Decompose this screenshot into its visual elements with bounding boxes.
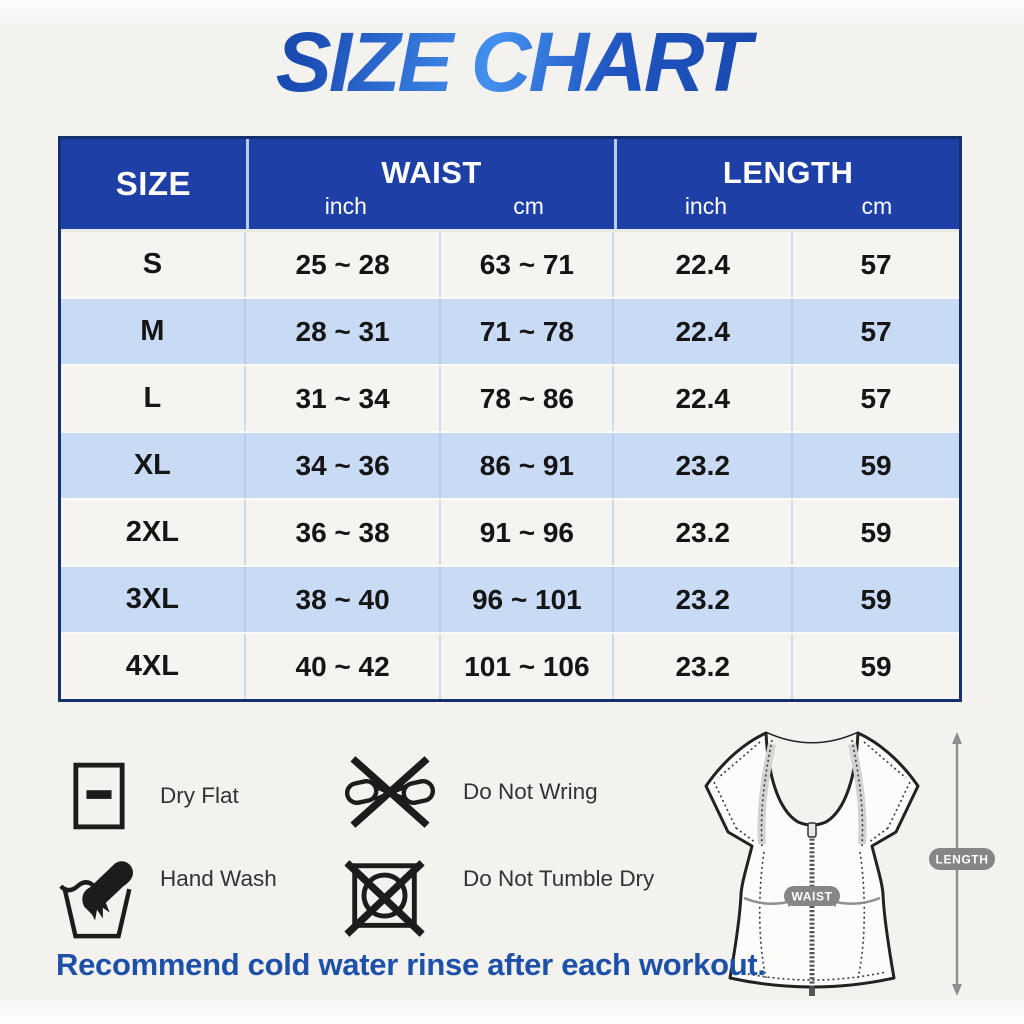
table-row: S 25 ~ 28 63 ~ 71 22.4 57 <box>61 232 959 299</box>
header-waist-inch: inch <box>324 192 367 219</box>
cell-length-cm: 59 <box>860 449 892 481</box>
cell-waist-cm: 86 ~ 91 <box>441 433 615 498</box>
cell-waist-inch: 34 ~ 36 <box>246 433 442 498</box>
cell-length-inch: 23.2 <box>614 500 794 565</box>
cell-waist-inch: 40 ~ 42 <box>246 634 442 699</box>
header-waist-cm: cm <box>513 192 544 219</box>
table-row: 3XL 38 ~ 40 96 ~ 101 23.2 59 <box>61 567 959 634</box>
cell-size: L <box>61 366 246 431</box>
cell-waist-inch: 36 ~ 38 <box>246 500 442 565</box>
cell-length-inch: 23.2 <box>614 433 794 498</box>
header-length-units: inch cm <box>617 193 959 220</box>
header-length: LENGTH <box>722 154 854 190</box>
care-label: Hand Wash <box>160 866 277 891</box>
cell-size: 4XL <box>61 634 246 699</box>
cell-length-cm: 59 <box>860 583 892 615</box>
cell-length-inch: 23.2 <box>614 567 794 632</box>
cell-size: XL <box>61 433 246 498</box>
header-size: SIZE <box>115 165 192 202</box>
cell-size: S <box>61 232 246 297</box>
cell-waist-cm: 63 ~ 71 <box>441 232 615 297</box>
cell-length-cm: 59 <box>860 650 892 682</box>
cell-waist-inch: 38 ~ 40 <box>246 567 442 632</box>
cell-waist-cm: 71 ~ 78 <box>441 299 615 364</box>
length-badge <box>929 848 995 870</box>
waist-arrow <box>743 896 881 906</box>
header-length-cm: cm <box>861 192 893 219</box>
cell-waist-cm: 101 ~ 106 <box>441 634 615 699</box>
footer-note: Recommend cold water rinse after each wo… <box>56 947 766 982</box>
cell-length-inch: 23.2 <box>614 634 794 699</box>
cell-size: 3XL <box>61 567 246 632</box>
size-table: SIZE WAIST inch cm LENGTH inch cm S 25 ~… <box>58 136 962 702</box>
header-length-group: LENGTH inch cm <box>614 139 959 229</box>
cell-length-inch: 22.4 <box>614 366 794 431</box>
cell-waist-inch: 31 ~ 34 <box>246 366 442 431</box>
header-waist-units: inch cm <box>249 193 615 220</box>
length-badge-label: LENGTH <box>936 853 989 867</box>
cell-size: 2XL <box>61 500 246 565</box>
cell-size: M <box>61 299 246 364</box>
cell-waist-cm: 78 ~ 86 <box>441 366 615 431</box>
cell-length-cm: 59 <box>860 516 892 548</box>
dry-flat-icon <box>72 762 126 835</box>
page-title: SIZE CHART <box>0 14 1024 111</box>
cell-length-cm: 57 <box>860 382 892 414</box>
header-waist: WAIST <box>381 154 482 190</box>
cell-length-cm: 57 <box>860 315 892 347</box>
header-waist-group: WAIST inch cm <box>245 139 615 229</box>
table-row: 4XL 40 ~ 42 101 ~ 106 23.2 59 <box>61 634 959 699</box>
cell-waist-cm: 96 ~ 101 <box>441 567 615 632</box>
table-row: L 31 ~ 34 78 ~ 86 22.4 57 <box>61 366 959 433</box>
do-not-tumble-dry-icon <box>342 852 428 949</box>
care-label: Dry Flat <box>160 783 239 808</box>
size-table-header: SIZE WAIST inch cm LENGTH inch cm <box>61 139 959 232</box>
header-length-inch: inch <box>684 192 728 219</box>
cell-length-inch: 22.4 <box>614 232 794 297</box>
cell-waist-cm: 91 ~ 96 <box>441 500 615 565</box>
cell-waist-inch: 28 ~ 31 <box>246 299 442 364</box>
hand-wash-icon <box>58 852 136 947</box>
do-not-wring-icon <box>344 752 436 837</box>
waist-badge <box>784 886 840 906</box>
cell-length-cm: 57 <box>860 248 892 280</box>
table-row: 2XL 36 ~ 38 91 ~ 96 23.2 59 <box>61 500 959 567</box>
cell-waist-inch: 25 ~ 28 <box>246 232 442 297</box>
shirt-measurement-diagram: WAIST LENGTH <box>648 720 1016 1017</box>
table-row: XL 34 ~ 36 86 ~ 91 23.2 59 <box>61 433 959 500</box>
care-label: Do Not Wring <box>463 779 598 804</box>
waist-badge-label: WAIST <box>792 890 833 904</box>
cell-length-inch: 22.4 <box>614 299 794 364</box>
table-row: M 28 ~ 31 71 ~ 78 22.4 57 <box>61 299 959 366</box>
care-label: Do Not Tumble Dry <box>463 866 655 891</box>
